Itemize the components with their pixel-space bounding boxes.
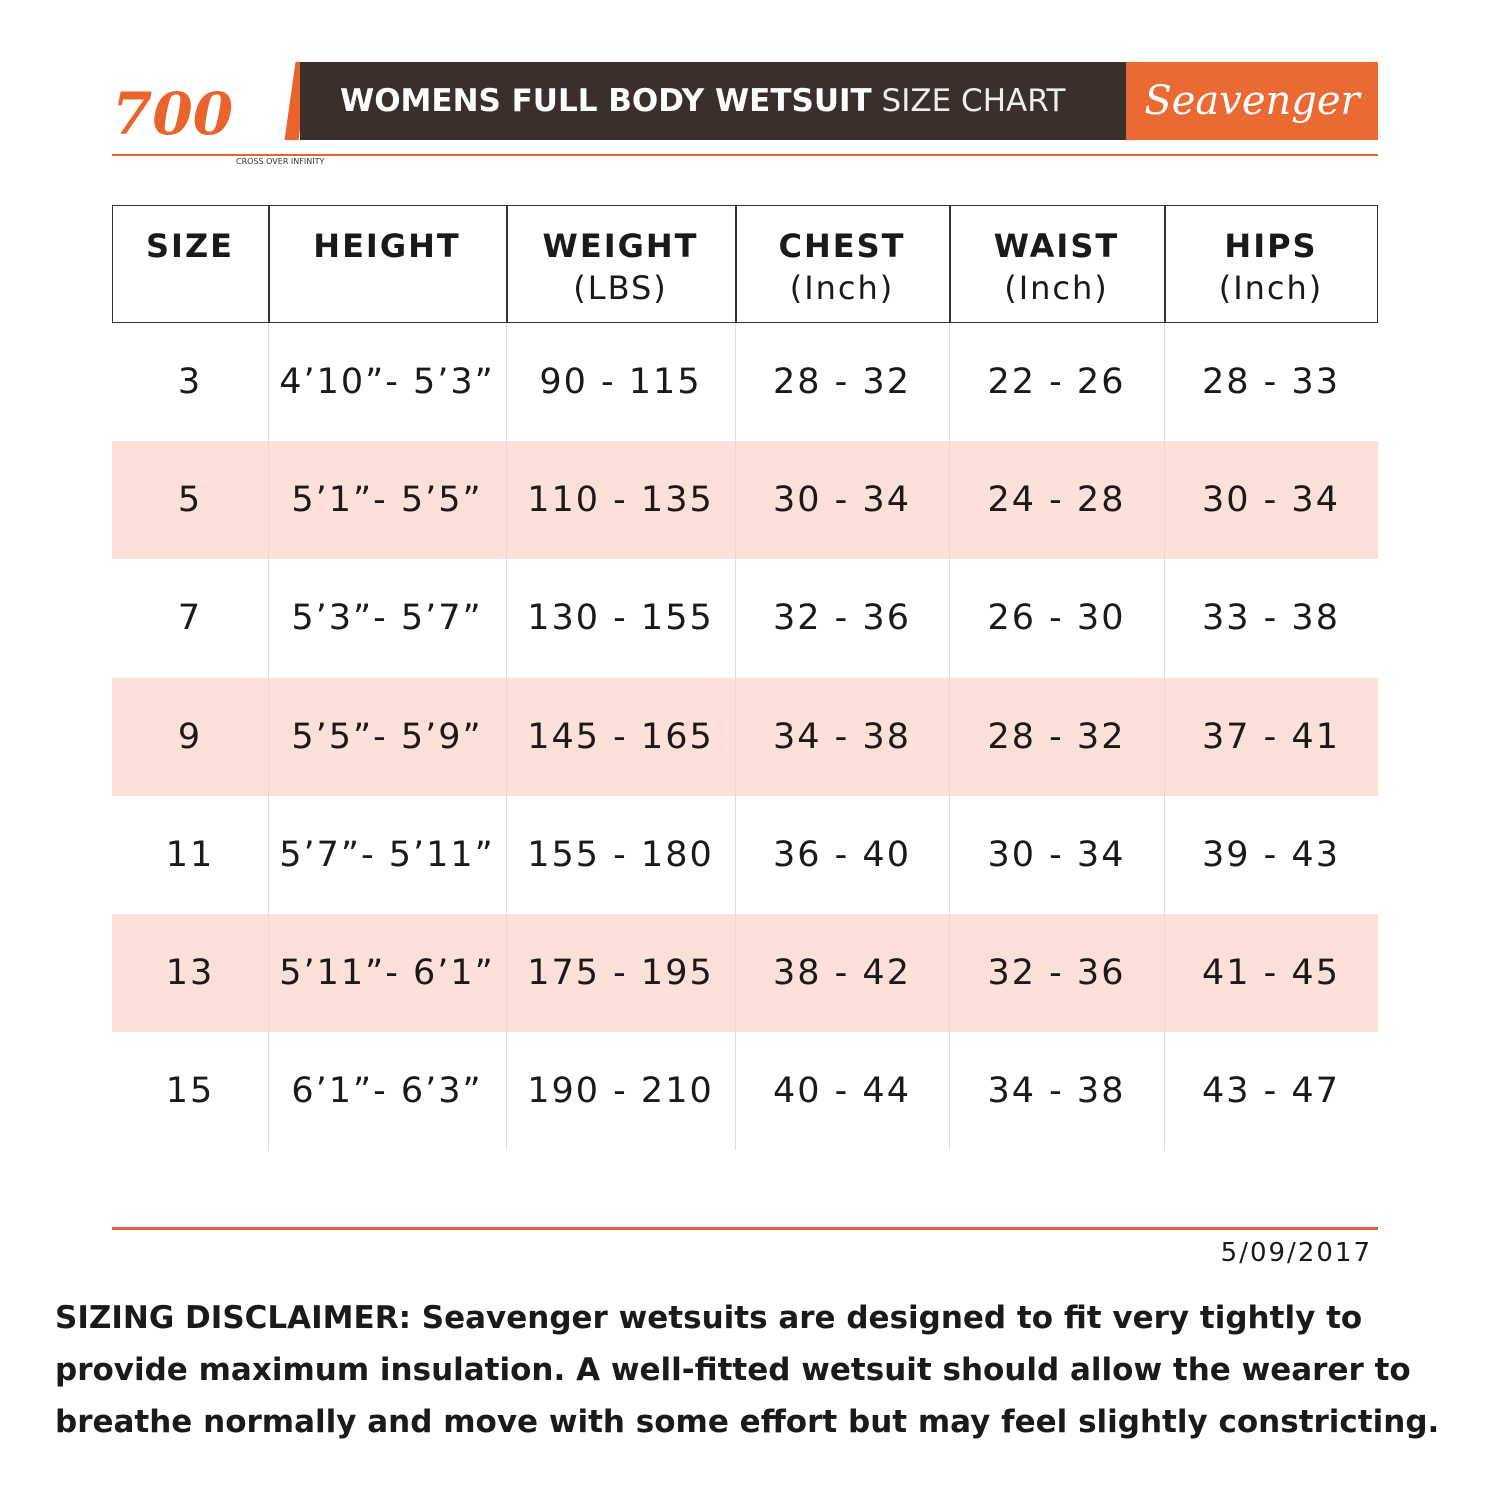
table-cell: 3 [177, 362, 203, 403]
row-shade [112, 441, 1378, 560]
table-cell: 5’3”- 5’7” [291, 598, 483, 639]
table-cell: 33 - 38 [1202, 598, 1340, 639]
column-unit: (Inch) [1218, 269, 1324, 307]
table-cell: 9 [177, 716, 203, 757]
table-cell: 13 [165, 953, 215, 994]
table-cell: 7 [177, 598, 203, 639]
table-cell: 34 - 38 [987, 1071, 1126, 1112]
title-light: SIZE CHART [881, 83, 1066, 119]
header-divider [949, 205, 951, 323]
table-cell: 5’7”- 5’11” [279, 834, 495, 875]
table-cell: 28 - 32 [987, 716, 1126, 757]
header-divider [735, 205, 737, 323]
header-cell: HEIGHT [268, 205, 506, 323]
column-divider [735, 323, 736, 1151]
table-cell: 5’1”- 5’5” [291, 480, 483, 521]
table-cell: 155 - 180 [527, 834, 714, 875]
table-cell: 145 - 165 [527, 716, 714, 757]
table-cell: 15 [165, 1071, 215, 1112]
table-cell: 5’11”- 6’1” [279, 953, 495, 994]
table-cell: 43 - 47 [1202, 1071, 1340, 1112]
header-cell: SIZE [112, 205, 268, 323]
column-title: CHEST [778, 227, 906, 265]
column-unit: (Inch) [1004, 269, 1109, 307]
table-cell: 38 - 42 [773, 953, 911, 994]
header-divider [1164, 205, 1166, 323]
table-cell: 30 - 34 [987, 834, 1126, 875]
table-cell: 24 - 28 [987, 480, 1126, 521]
column-unit: (Inch) [789, 269, 895, 307]
header-divider [506, 205, 508, 323]
disclaimer: SIZING DISCLAIMER: Seavenger wetsuits ar… [55, 1300, 1440, 1440]
banner [300, 62, 1126, 140]
table-cell: 11 [165, 834, 215, 875]
divider [112, 154, 1378, 156]
row-shade [112, 914, 1378, 1033]
table-cell: 190 - 210 [527, 1071, 714, 1112]
column-title: WEIGHT [542, 227, 699, 265]
table-cell: 22 - 26 [987, 362, 1126, 403]
table-cell: 30 - 34 [773, 480, 911, 521]
date: 5/09/2017 [1220, 1238, 1372, 1268]
header-cell: WAIST (Inch) [949, 205, 1164, 323]
table-cell: 39 - 43 [1202, 834, 1340, 875]
column-divider [1164, 323, 1165, 1151]
table-cell: 28 - 32 [773, 362, 911, 403]
table-cell: 6’1”- 6’3” [291, 1071, 483, 1112]
header-border [112, 205, 1378, 323]
logo: 700 [112, 80, 234, 148]
table-cell: 130 - 155 [527, 598, 714, 639]
table-cell: 34 - 38 [773, 716, 911, 757]
header-divider [268, 205, 270, 323]
header-cell: HIPS (Inch) [1164, 205, 1378, 323]
title: WOMENS FULL BODY WETSUIT SIZE CHART [340, 62, 1065, 140]
column-unit: (LBS) [573, 269, 668, 307]
column-title: HIPS [1224, 227, 1318, 265]
table-cell: 37 - 41 [1202, 716, 1340, 757]
table-cell: 4’10”- 5’3” [279, 362, 495, 403]
table-cell: 40 - 44 [773, 1071, 911, 1112]
column-divider [949, 323, 950, 1151]
column-title: SIZE [145, 227, 234, 265]
table-cell: 5 [177, 480, 203, 521]
brand-box [1126, 62, 1378, 140]
column-divider [268, 323, 269, 1151]
column-title: HEIGHT [313, 227, 461, 265]
column-divider [506, 323, 507, 1151]
brand: Seavenger [1144, 78, 1360, 124]
header-cell: WEIGHT (LBS) [506, 205, 735, 323]
table-cell: 175 - 195 [527, 953, 714, 994]
table-cell: 32 - 36 [773, 598, 911, 639]
table-cell: 30 - 34 [1202, 480, 1340, 521]
table-cell: 36 - 40 [773, 834, 911, 875]
table-cell: 26 - 30 [987, 598, 1126, 639]
table-cell: 90 - 115 [539, 362, 702, 403]
title-bold: WOMENS FULL BODY WETSUIT [340, 83, 872, 119]
table-cell: 28 - 33 [1202, 362, 1340, 403]
divider [112, 1227, 1378, 1230]
table-cell: 5’5”- 5’9” [291, 716, 483, 757]
table-cell: 32 - 36 [987, 953, 1126, 994]
column-title: WAIST [993, 227, 1120, 265]
header-cell: CHEST (Inch) [735, 205, 949, 323]
row-shade [112, 677, 1378, 796]
table-cell: 41 - 45 [1202, 953, 1340, 994]
logo-tagline: CROSS OVER INFINITY [236, 157, 325, 166]
table-cell: 110 - 135 [527, 480, 714, 521]
